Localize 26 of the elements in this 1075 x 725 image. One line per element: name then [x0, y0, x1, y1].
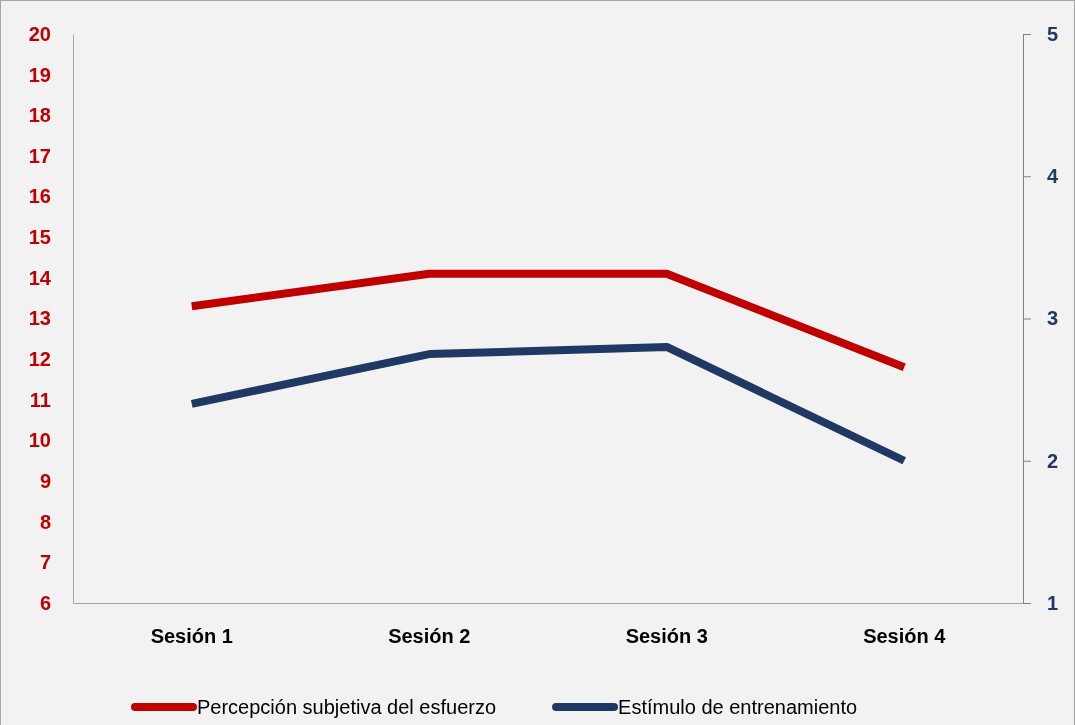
y-tick-label: 11: [29, 388, 51, 411]
y-tick-label: 6: [39, 591, 51, 614]
y-tick-label: 16: [28, 185, 51, 208]
y2-tick-label: 4: [1047, 165, 1059, 188]
y-tick-label: 10: [28, 429, 51, 452]
y-tick-label: 7: [39, 551, 51, 574]
x-tick-label: Sesión 1: [150, 625, 233, 648]
x-tick-label: Sesión 3: [625, 625, 708, 648]
x-tick-label: Sesión 2: [388, 625, 471, 648]
y-tick-label: 18: [28, 104, 51, 127]
y2-tick-label: 2: [1047, 449, 1059, 472]
y2-tick-label: 1: [1047, 591, 1059, 614]
legend-label: Estímulo de entrenamiento: [618, 696, 858, 718]
y-tick-label: 12: [28, 348, 51, 371]
y2-tick-label: 3: [1047, 307, 1059, 330]
y-tick-label: 20: [28, 22, 51, 45]
y-tick-label: 17: [28, 144, 51, 167]
y-tick-label: 8: [39, 510, 51, 533]
legend-label: Percepción subjetiva del esfuerzo: [197, 696, 497, 718]
y-tick-label: 15: [28, 226, 51, 249]
y-tick-label: 9: [39, 469, 51, 492]
y-tick-label: 13: [28, 307, 51, 330]
y-tick-label: 14: [28, 266, 52, 289]
y-tick-label: 19: [28, 63, 51, 86]
x-tick-label: Sesión 4: [863, 625, 947, 648]
y2-tick-label: 5: [1047, 22, 1059, 45]
